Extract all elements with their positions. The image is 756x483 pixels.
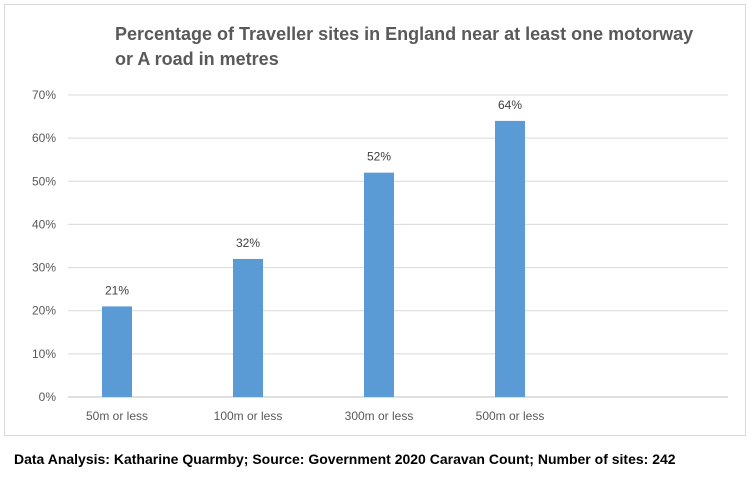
y-tick-label: 70% xyxy=(32,88,56,102)
bar xyxy=(233,258,263,397)
data-label: 21% xyxy=(105,283,129,297)
y-tick-label: 10% xyxy=(32,347,56,361)
x-tick-label: 500m or less xyxy=(476,409,545,423)
y-tick-label: 50% xyxy=(32,174,56,188)
y-tick-label: 60% xyxy=(32,131,56,145)
chart-title: Percentage of Traveller sites in England… xyxy=(115,24,694,69)
x-tick-label: 300m or less xyxy=(345,409,414,423)
bar-chart: 0% 10% 20% 30% 40% 50% 60% 70% 21% 50m or less 32%… xyxy=(32,88,728,423)
data-label: 32% xyxy=(236,236,260,250)
y-tick-label: 30% xyxy=(32,261,56,275)
y-tick-label: 0% xyxy=(39,390,57,404)
y-tick-label: 20% xyxy=(32,304,56,318)
x-tick-label: 100m or less xyxy=(214,409,283,423)
x-tick-label: 50m or less xyxy=(86,409,148,423)
source-footer: Data Analysis: Katharine Quarmby; Source… xyxy=(14,451,676,467)
bar xyxy=(495,120,525,397)
data-label: 52% xyxy=(367,150,391,164)
data-label: 64% xyxy=(498,98,522,112)
bar xyxy=(102,306,132,397)
y-tick-label: 40% xyxy=(32,217,56,231)
bar xyxy=(364,172,394,397)
